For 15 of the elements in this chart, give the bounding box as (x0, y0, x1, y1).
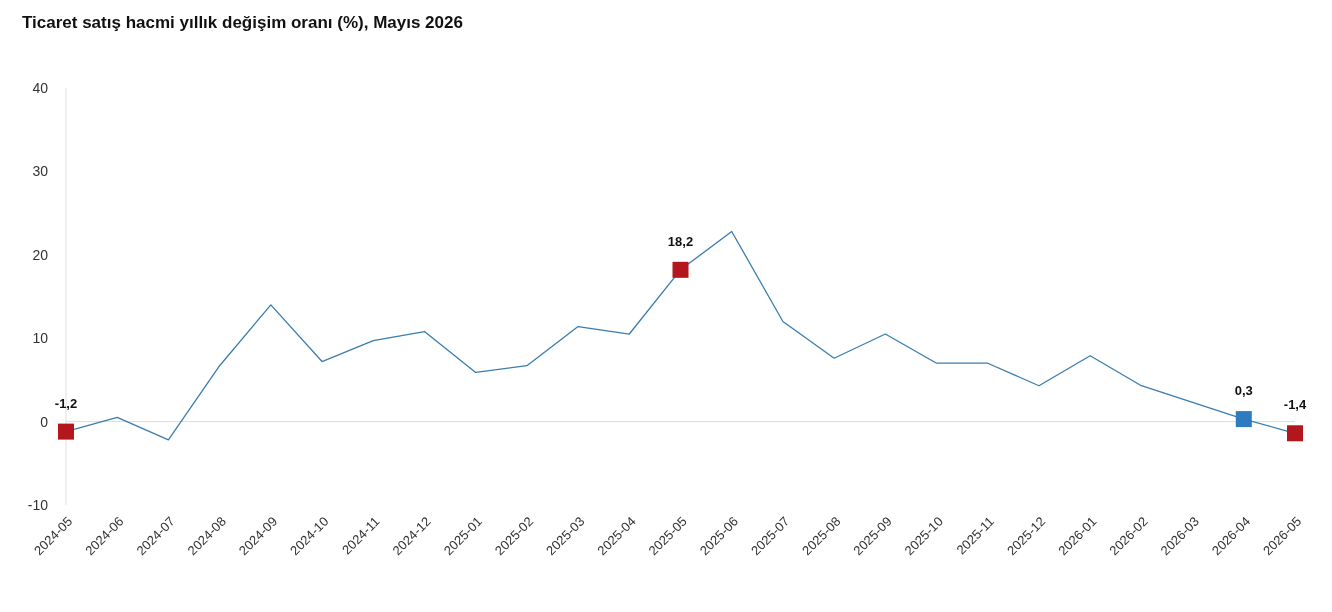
y-tick-label: 30 (32, 163, 49, 180)
point (1287, 425, 1303, 442)
chart-title: Ticaret satış hacmi yıllık değişim oranı (%), Mayıs 2026 (22, 13, 463, 32)
y-tick-label: 10 (32, 330, 49, 347)
point (58, 423, 74, 440)
y-tick-label: 20 (32, 246, 49, 263)
point (672, 261, 689, 278)
data-label: -1,2 (54, 395, 78, 411)
data-label: 0,3 (1234, 383, 1253, 399)
data-label: 18,2 (667, 233, 694, 249)
y-tick-label: 40 (32, 79, 49, 96)
data-label: -1,4 (1283, 397, 1307, 413)
y-tick-label: -10 (27, 496, 49, 513)
y-tick-label: 0 (40, 413, 49, 430)
point (1235, 411, 1252, 428)
